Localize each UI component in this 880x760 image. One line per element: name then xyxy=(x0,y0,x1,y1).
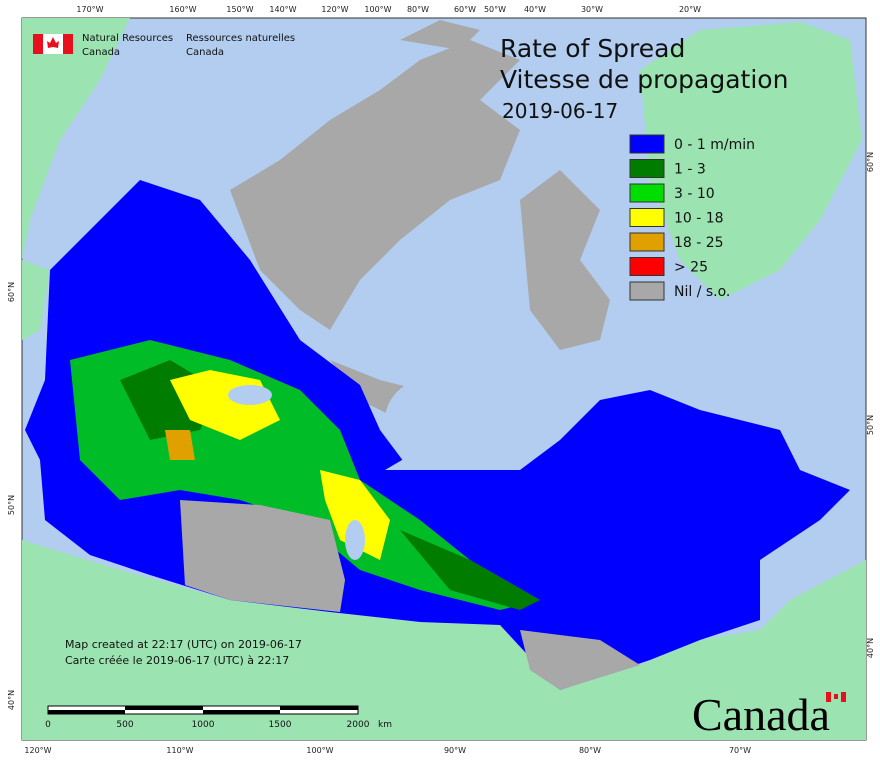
great-slave-lake xyxy=(228,385,272,405)
bottom-tick-label: 70°W xyxy=(729,746,751,755)
top-tick-label: 80°W xyxy=(407,5,429,14)
map-date: 2019-06-17 xyxy=(502,99,618,123)
top-tick-label: 150°W xyxy=(226,5,253,14)
arctic-islands xyxy=(230,40,520,330)
legend-label: 0 - 1 m/min xyxy=(674,137,755,153)
spread-18-25 xyxy=(165,430,195,460)
scale-bar-seg xyxy=(48,710,125,714)
header-fr: Ressources naturelles xyxy=(186,33,295,44)
legend-label: 18 - 25 xyxy=(674,235,724,251)
right-tick-label: 50°N xyxy=(866,415,875,435)
baffin-island xyxy=(520,170,610,350)
left-tick-label: 40°N xyxy=(7,690,16,710)
right-tick-label: 40°N xyxy=(866,638,875,658)
alaska-coast xyxy=(22,260,50,340)
top-tick-label: 20°W xyxy=(679,5,701,14)
top-tick-label: 50°W xyxy=(484,5,506,14)
alaska xyxy=(22,18,130,260)
legend-swatch xyxy=(629,134,665,154)
spread-10-18-b xyxy=(320,470,390,560)
graticule-labels: 170°W 160°W 150°W 140°W 120°W 100°W 80°W 60°W 50… xyxy=(7,5,875,755)
scale-label: 1000 xyxy=(192,720,215,730)
legend-label: 1 - 3 xyxy=(674,162,706,178)
top-tick-label: 160°W xyxy=(169,5,196,14)
wordmark-flag xyxy=(826,692,831,702)
legend-swatch xyxy=(629,232,665,252)
lake-winnipeg xyxy=(345,520,365,560)
ellesmere xyxy=(400,20,480,50)
scale-label: 0 xyxy=(45,720,51,730)
top-tick-label: 120°W xyxy=(321,5,348,14)
right-tick-label: 60°N xyxy=(866,152,875,172)
wordmark-flag xyxy=(834,694,838,699)
bottom-tick-label: 100°W xyxy=(306,746,333,755)
top-tick-label: 170°W xyxy=(76,5,103,14)
header-fr: Canada xyxy=(186,47,224,58)
title: Rate of Spread xyxy=(500,34,685,63)
greenland xyxy=(640,22,862,300)
scale-bar-seg xyxy=(125,706,203,710)
bottom-tick-label: 80°W xyxy=(579,746,601,755)
left-tick-label: 60°N xyxy=(7,282,16,302)
canada-wordmark: Canada xyxy=(692,689,830,740)
legend-swatch xyxy=(629,257,665,276)
scale-label: 1500 xyxy=(269,720,292,730)
bottom-tick-label: 90°W xyxy=(444,746,466,755)
prairies-nil xyxy=(180,500,345,612)
top-tick-label: 140°W xyxy=(269,5,296,14)
legend-label: > 25 xyxy=(674,260,708,276)
south-ontario-nil xyxy=(520,630,640,690)
scale-bar-seg xyxy=(203,710,280,714)
legend-swatch xyxy=(629,183,665,203)
flag-left xyxy=(33,34,43,54)
legend-swatch xyxy=(629,159,665,178)
usa xyxy=(22,540,866,740)
bottom-tick-label: 120°W xyxy=(24,746,51,755)
scale-bar-seg xyxy=(280,706,358,710)
legend-label: 10 - 18 xyxy=(674,211,724,227)
top-tick-label: 30°W xyxy=(581,5,603,14)
legend-swatch xyxy=(629,208,665,227)
scale-label: 2000 xyxy=(347,720,370,730)
scale-label: 500 xyxy=(116,720,133,730)
james-bay xyxy=(385,420,520,470)
header-en: Natural Resources xyxy=(82,33,173,44)
spread-1-3-east xyxy=(400,530,540,610)
scale-unit: km xyxy=(378,720,392,730)
header-en: Canada xyxy=(82,47,120,58)
wordmark-flag xyxy=(841,692,846,702)
legend-swatch xyxy=(629,281,665,301)
title: Vitesse de propagation xyxy=(500,65,788,94)
top-tick-label: 100°W xyxy=(364,5,391,14)
footer-en: Map created at 22:17 (UTC) on 2019-06-17 xyxy=(65,638,302,651)
maple-leaf xyxy=(47,37,59,48)
footer-fr: Carte créée le 2019-06-17 (UTC) à 22:17 xyxy=(65,654,289,667)
bottom-tick-label: 110°W xyxy=(166,746,193,755)
legend: 0 - 1 m/min 1 - 3 3 - 10 10 - 18 18 - 25 > 25… xyxy=(629,134,755,301)
left-tick-label: 50°N xyxy=(7,495,16,515)
legend-label: Nil / s.o. xyxy=(674,284,730,300)
top-tick-label: 40°W xyxy=(524,5,546,14)
scale-labels: 0 500 1000 1500 2000 km xyxy=(45,720,392,730)
legend-label: 3 - 10 xyxy=(674,186,715,202)
top-tick-label: 60°W xyxy=(454,5,476,14)
flag-right xyxy=(63,34,73,54)
scale-bar xyxy=(47,705,359,715)
